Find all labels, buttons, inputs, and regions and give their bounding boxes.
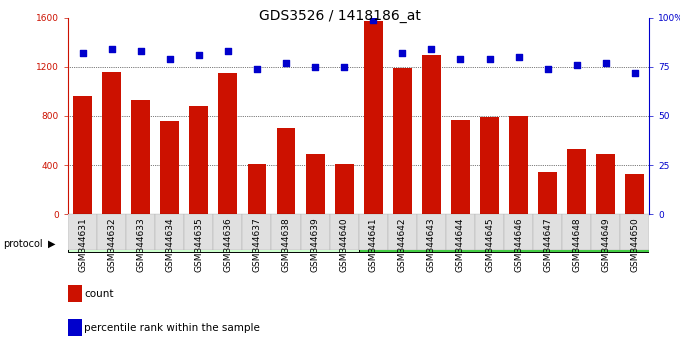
- Text: GSM344641: GSM344641: [369, 217, 377, 272]
- Bar: [359, 231, 649, 252]
- Text: GSM344647: GSM344647: [543, 217, 552, 272]
- Bar: [422, 55, 441, 214]
- Text: myostatin inhibition: myostatin inhibition: [452, 236, 556, 246]
- Bar: [538, 172, 557, 214]
- Text: ▶: ▶: [48, 239, 56, 249]
- Bar: [131, 100, 150, 214]
- Text: GSM344634: GSM344634: [165, 217, 174, 272]
- Bar: [126, 214, 155, 250]
- Bar: [480, 117, 499, 214]
- Bar: [504, 214, 533, 250]
- Text: GSM344632: GSM344632: [107, 217, 116, 272]
- Point: [571, 62, 582, 68]
- Text: GSM344648: GSM344648: [573, 217, 581, 272]
- Bar: [446, 214, 475, 250]
- Bar: [68, 214, 97, 250]
- Bar: [562, 214, 592, 250]
- Bar: [591, 214, 620, 250]
- Point: [135, 48, 146, 54]
- Point: [368, 17, 379, 23]
- Bar: [277, 128, 296, 214]
- Bar: [359, 214, 388, 250]
- Bar: [533, 214, 562, 250]
- Bar: [567, 149, 586, 214]
- Bar: [68, 319, 82, 336]
- Text: GSM344636: GSM344636: [224, 217, 233, 272]
- Bar: [301, 214, 330, 250]
- Point: [484, 56, 495, 62]
- Text: GSM344631: GSM344631: [78, 217, 87, 272]
- Bar: [475, 214, 504, 250]
- Point: [77, 50, 88, 56]
- Bar: [330, 214, 359, 250]
- Text: GSM344645: GSM344645: [485, 217, 494, 272]
- Bar: [155, 214, 184, 250]
- Point: [339, 64, 350, 70]
- Bar: [73, 96, 92, 214]
- Bar: [305, 154, 324, 214]
- Bar: [184, 214, 214, 250]
- Text: GSM344643: GSM344643: [427, 217, 436, 272]
- Bar: [626, 174, 645, 214]
- Bar: [218, 73, 237, 214]
- Text: percentile rank within the sample: percentile rank within the sample: [84, 323, 260, 333]
- Point: [600, 60, 611, 66]
- Text: GSM344635: GSM344635: [194, 217, 203, 272]
- Point: [513, 54, 524, 60]
- Bar: [102, 72, 121, 214]
- Point: [106, 46, 117, 52]
- Bar: [451, 120, 470, 214]
- Point: [252, 66, 262, 72]
- Text: GSM344650: GSM344650: [630, 217, 639, 272]
- Bar: [214, 214, 242, 250]
- Text: GSM344642: GSM344642: [398, 217, 407, 272]
- Bar: [509, 116, 528, 214]
- Point: [281, 60, 292, 66]
- Bar: [596, 154, 615, 214]
- Text: GSM344633: GSM344633: [136, 217, 145, 272]
- Text: GSM344637: GSM344637: [252, 217, 261, 272]
- Bar: [393, 68, 412, 214]
- Point: [165, 56, 175, 62]
- Point: [397, 50, 408, 56]
- Text: GSM344644: GSM344644: [456, 217, 465, 272]
- Text: GSM344639: GSM344639: [311, 217, 320, 272]
- Bar: [160, 121, 180, 214]
- Point: [309, 64, 320, 70]
- Bar: [271, 214, 301, 250]
- Point: [455, 56, 466, 62]
- Text: GSM344640: GSM344640: [340, 217, 349, 272]
- Bar: [248, 164, 267, 214]
- Text: count: count: [84, 289, 114, 299]
- Bar: [68, 231, 359, 252]
- Text: GSM344638: GSM344638: [282, 217, 290, 272]
- Bar: [68, 285, 82, 302]
- Bar: [189, 106, 208, 214]
- Bar: [335, 164, 354, 214]
- Bar: [388, 214, 417, 250]
- Point: [630, 70, 641, 75]
- Point: [426, 46, 437, 52]
- Bar: [97, 214, 126, 250]
- Text: GDS3526 / 1418186_at: GDS3526 / 1418186_at: [259, 9, 421, 23]
- Point: [222, 48, 233, 54]
- Text: protocol: protocol: [3, 239, 43, 249]
- Bar: [620, 214, 649, 250]
- Point: [193, 52, 204, 58]
- Text: GSM344646: GSM344646: [514, 217, 523, 272]
- Bar: [417, 214, 446, 250]
- Text: GSM344649: GSM344649: [601, 217, 610, 272]
- Text: control: control: [195, 236, 231, 246]
- Bar: [364, 21, 383, 214]
- Bar: [242, 214, 271, 250]
- Point: [542, 66, 553, 72]
